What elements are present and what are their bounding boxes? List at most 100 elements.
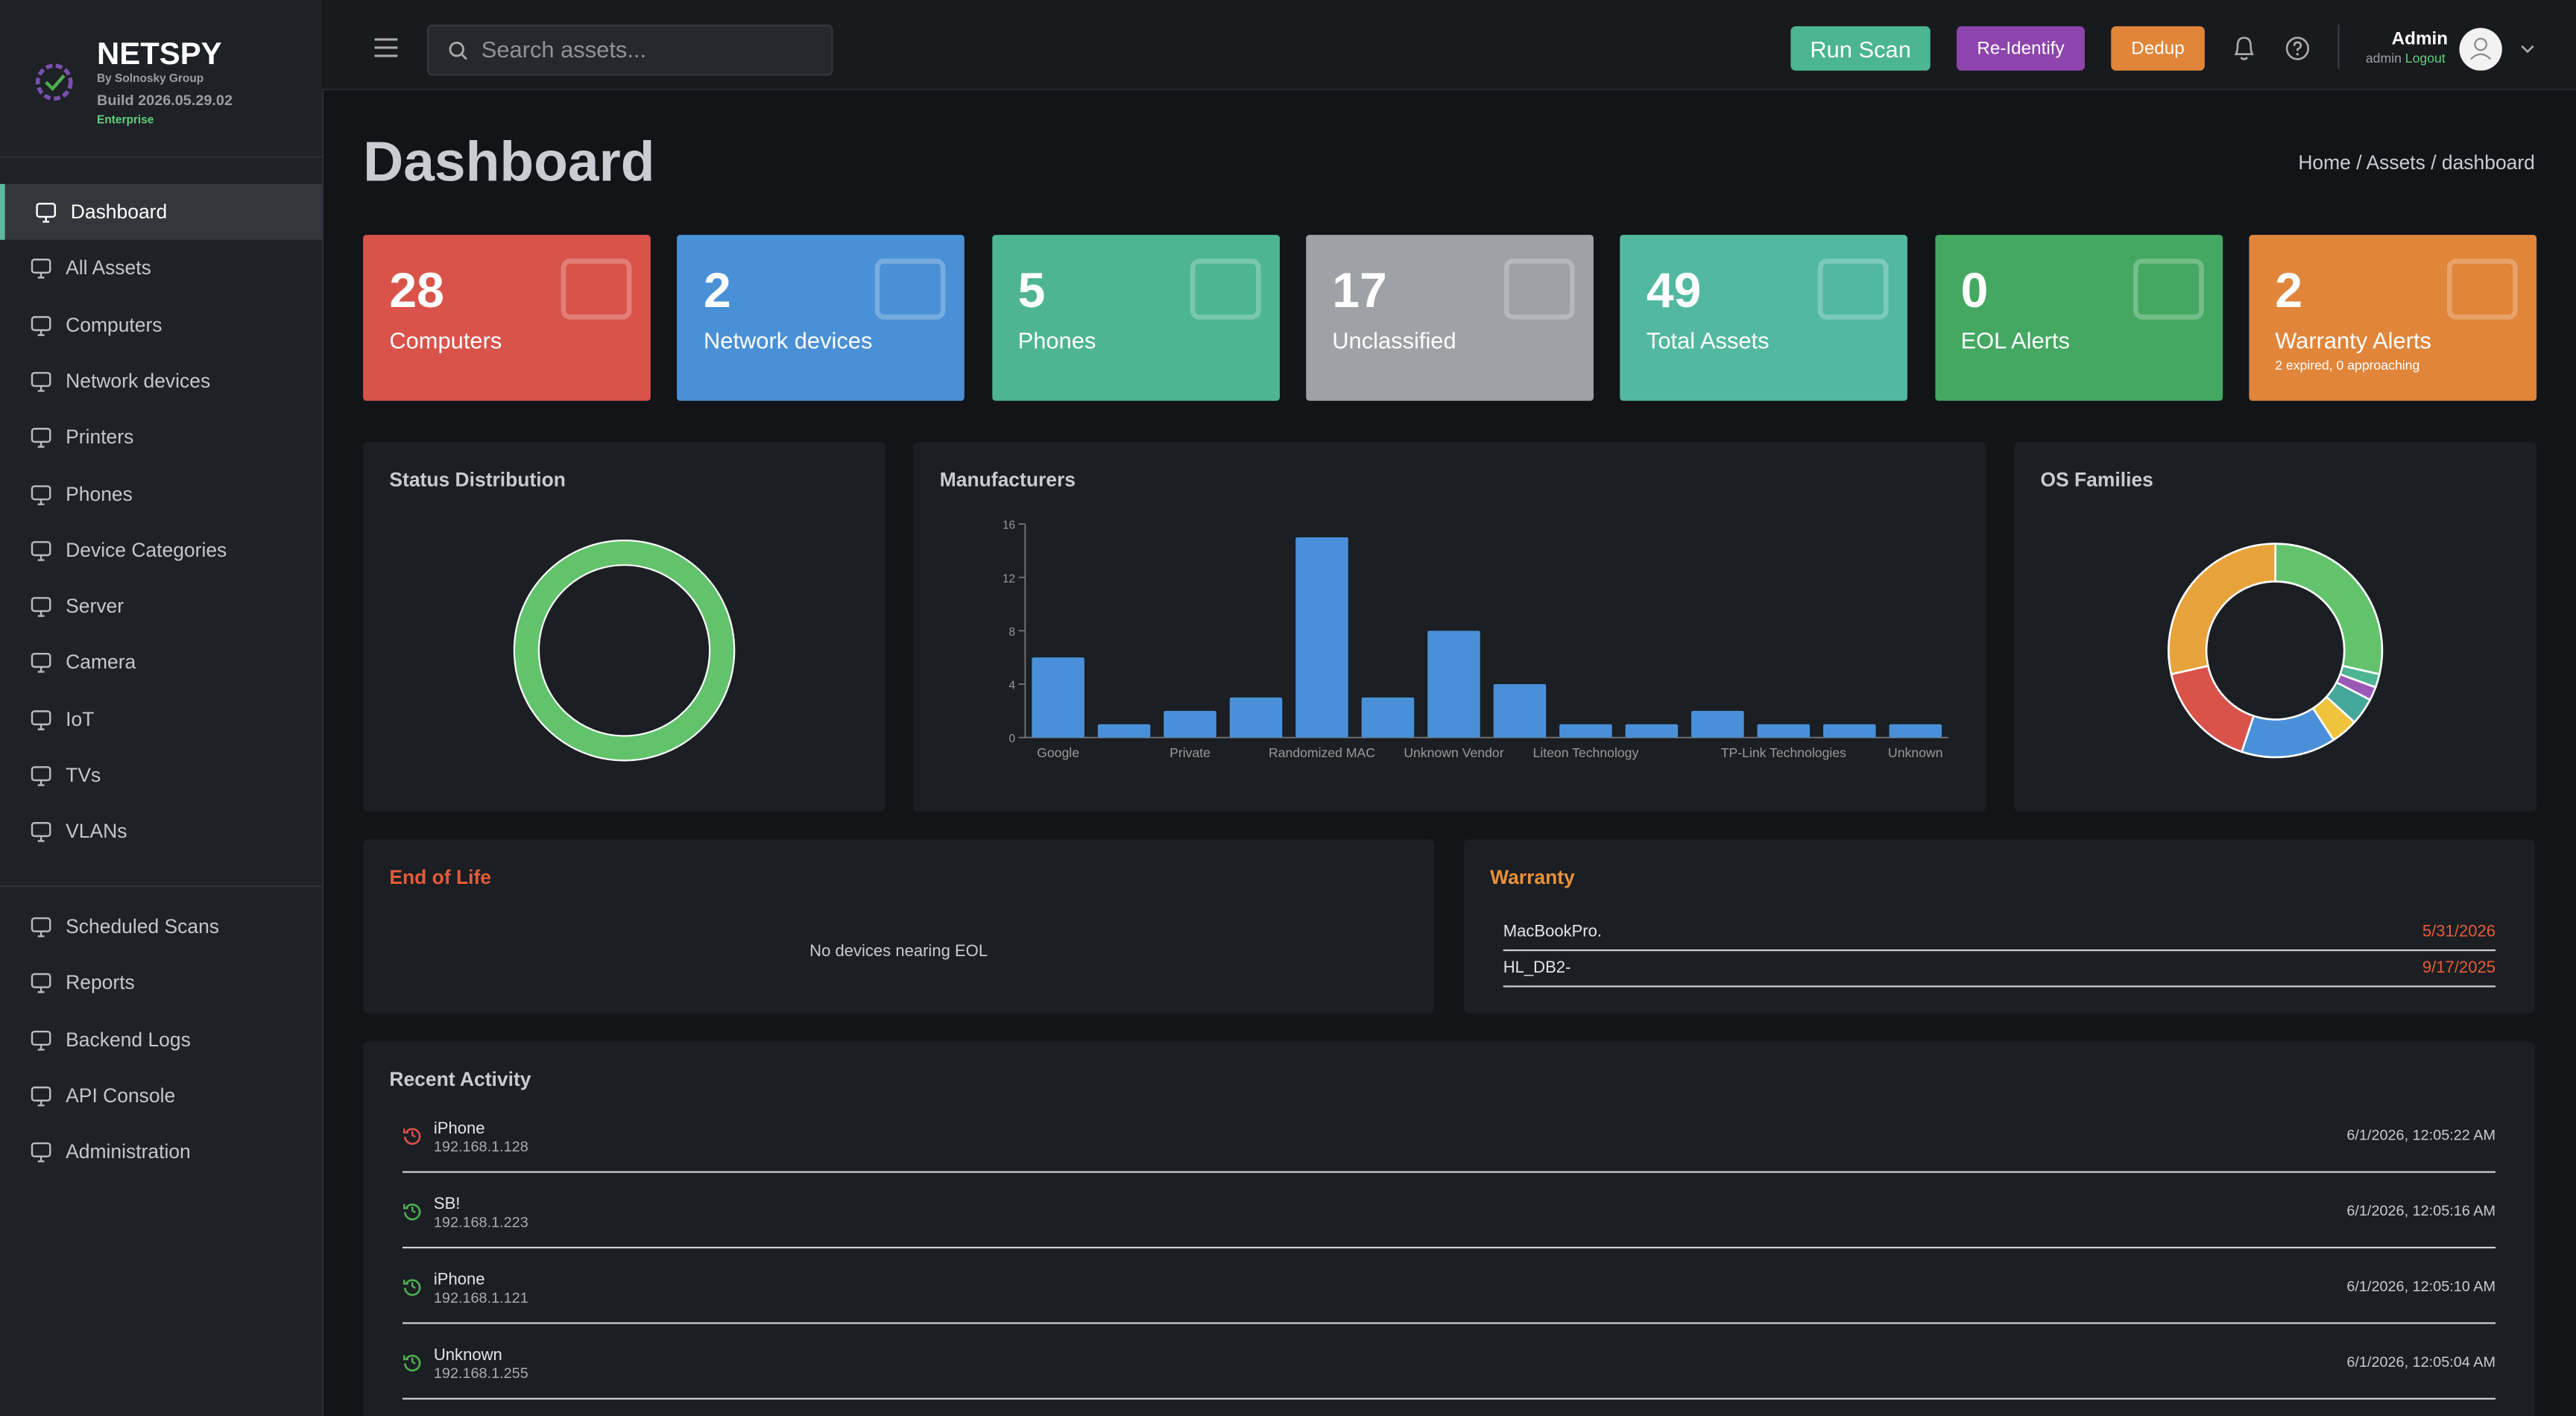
activity-icon xyxy=(402,1354,421,1372)
nav-icon xyxy=(31,709,51,730)
run-scan-button[interactable]: Run Scan xyxy=(1790,26,1931,71)
search-box[interactable]: Search assets... xyxy=(427,25,833,76)
x-tick-label: Google xyxy=(1037,745,1079,760)
activity-time: 6/1/2026, 12:05:10 AM xyxy=(2346,1277,2496,1295)
donut-segment xyxy=(2170,664,2255,753)
activity-ip: 192.168.1.128 xyxy=(433,1138,528,1155)
help[interactable] xyxy=(2285,36,2310,60)
icon-shape xyxy=(42,216,50,223)
bar xyxy=(1493,683,1547,738)
stat-label: Phones xyxy=(1017,326,1096,353)
nav-item[interactable]: Printers xyxy=(0,409,322,465)
nav-item[interactable]: TVs xyxy=(0,747,322,803)
stat-icon xyxy=(1503,259,1575,320)
sidebar: NETSPY By Solnosky Group Build 2026.05.2… xyxy=(0,0,324,1416)
nav-icon xyxy=(31,540,51,561)
nav-icon xyxy=(31,428,51,449)
bar xyxy=(1295,537,1348,738)
stat-label: EOL Alerts xyxy=(1960,326,2070,353)
stat-card: 0 EOL Alerts xyxy=(1934,235,2223,401)
bar xyxy=(1757,724,1811,738)
nav-item[interactable]: Administration xyxy=(0,1124,322,1180)
menu-toggle[interactable] xyxy=(374,38,398,57)
icon-shape xyxy=(31,597,51,613)
nav-item[interactable]: Computers xyxy=(0,297,322,353)
icon-shape xyxy=(31,709,51,725)
icon-shape xyxy=(31,371,51,387)
warranty-row: MacBookPro. 5/31/2026 xyxy=(1503,915,2496,952)
activity-time: 6/1/2026, 12:05:16 AM xyxy=(2346,1202,2496,1219)
stat-card: 5 Phones xyxy=(991,235,1280,401)
divider xyxy=(0,156,322,158)
nav-item[interactable]: Phones xyxy=(0,466,322,522)
icon-shape xyxy=(37,442,45,449)
nav-label: Camera xyxy=(66,651,136,674)
icon-shape xyxy=(403,1204,421,1221)
brand-build: Build 2026.05.29.02 xyxy=(97,92,233,109)
x-tick-label: TP-Link Technologies xyxy=(1721,745,1846,760)
bar xyxy=(1229,697,1283,738)
nav-label: Printers xyxy=(66,426,134,449)
segment-border xyxy=(537,564,711,737)
icon-shape xyxy=(403,1128,421,1145)
icon-shape xyxy=(31,766,51,782)
nav-item[interactable]: Server xyxy=(0,578,322,634)
panel-title: End of Life xyxy=(389,865,492,889)
nav-item[interactable]: Camera xyxy=(0,635,322,691)
nav-label: Backend Logs xyxy=(66,1027,191,1051)
panel-title: Warranty xyxy=(1490,865,1575,889)
nav-item[interactable]: VLANs xyxy=(0,803,322,859)
brand-name: NETSPY xyxy=(97,37,222,72)
nav-item[interactable]: IoT xyxy=(0,691,322,747)
dedup-button[interactable]: Dedup xyxy=(2111,26,2205,71)
nav-item[interactable]: All Assets xyxy=(0,240,322,296)
reidentify-button[interactable]: Re-Identify xyxy=(1957,26,2085,71)
nav-label: Network devices xyxy=(66,369,211,393)
icon-shape xyxy=(37,273,45,279)
donut-segment xyxy=(514,540,735,761)
y-tick-label: 4 xyxy=(1009,680,1016,692)
donut-segment xyxy=(2274,543,2384,676)
nav-icon xyxy=(31,917,51,938)
donut-segment xyxy=(2168,543,2276,676)
activity-row: iPhone 192.168.1.128 6/1/2026, 12:05:22 AM xyxy=(402,1097,2496,1173)
icon-shape xyxy=(403,1354,421,1372)
nav-item[interactable]: Reports xyxy=(0,955,322,1011)
chart xyxy=(513,540,736,762)
activity-ip: 192.168.1.121 xyxy=(433,1289,528,1306)
nav-icon xyxy=(31,259,51,279)
stat-value: 0 xyxy=(1960,264,1989,319)
page-title: Dashboard xyxy=(363,131,655,195)
activity-panel: Recent Activity iPhone 192.168.1.128 6/1/20… xyxy=(363,1041,2535,1416)
asset-name: MacBookPro. xyxy=(1503,923,1603,941)
user-menu[interactable] xyxy=(2459,28,2542,71)
divider xyxy=(2337,25,2340,69)
notifications[interactable] xyxy=(2232,36,2255,60)
nav-item[interactable]: Device Categories xyxy=(0,522,322,578)
search-placeholder: Search assets... xyxy=(481,36,647,63)
logout-link[interactable]: Logout xyxy=(2405,51,2446,66)
chart-panel: Manufacturers 0 4 8 12 16 Google Private Randomi… xyxy=(913,441,1986,812)
stat-sub: 2 expired, 0 approaching xyxy=(2275,358,2420,373)
icon-shape xyxy=(37,611,45,617)
nav-item[interactable]: Backend Logs xyxy=(0,1011,322,1067)
stat-label: Total Assets xyxy=(1646,326,1770,353)
activity-name: Unknown xyxy=(433,1347,502,1365)
chart-title: Manufacturers xyxy=(939,468,1076,492)
chart-title: OS Families xyxy=(2040,468,2153,492)
chart: 0 4 8 12 16 Google Private Randomized MAC Unknow… xyxy=(1003,519,1949,760)
stat-card: 2 Network devices xyxy=(677,235,965,401)
activity-row: iPhone 192.168.1.121 6/1/2026, 12:05:10 AM xyxy=(402,1248,2496,1324)
topbar: Search assets... Run Scan Re-Identify De… xyxy=(321,0,2576,91)
chart-title: Status Distribution xyxy=(389,468,566,492)
activity-name: SB! xyxy=(433,1195,461,1214)
nav-item[interactable]: API Console xyxy=(0,1067,322,1123)
nav-item[interactable]: Network devices xyxy=(0,353,322,409)
nav-icon xyxy=(31,822,51,843)
nav-item[interactable]: Dashboard xyxy=(0,183,322,240)
nav-label: Computers xyxy=(66,313,162,336)
icon-shape xyxy=(2132,259,2203,320)
nav-item[interactable]: Scheduled Scans xyxy=(0,899,322,955)
brand-edition: Enterprise xyxy=(97,115,154,127)
